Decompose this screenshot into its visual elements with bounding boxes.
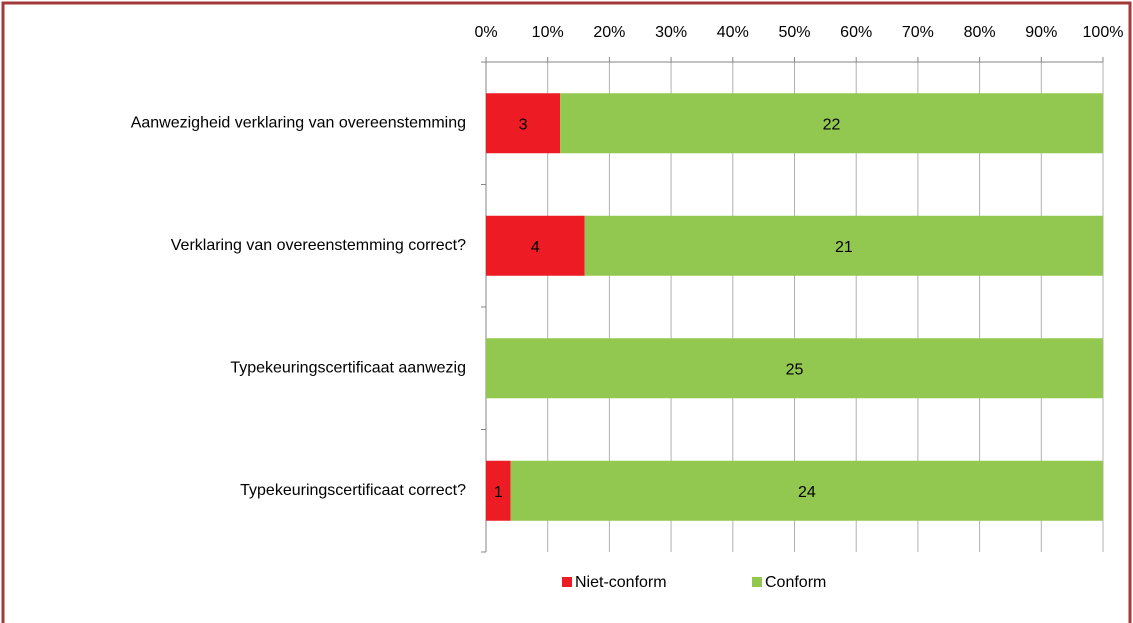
- legend-label: Conform: [765, 574, 826, 591]
- x-tick-label: 50%: [778, 24, 810, 41]
- bar-segment: [584, 215, 1103, 276]
- x-tick-label: 10%: [532, 24, 564, 41]
- data-label: 1: [494, 484, 503, 501]
- data-label: 21: [835, 239, 853, 256]
- data-label: 4: [531, 239, 540, 256]
- bar-segment: [560, 93, 1103, 154]
- x-tick-label: 70%: [902, 24, 934, 41]
- data-label: 3: [519, 116, 528, 133]
- legend-swatch: [752, 577, 762, 587]
- y-tick-label: Typekeuringscertificaat aanwezig: [230, 359, 466, 376]
- y-tick-label: Typekeuringscertificaat correct?: [240, 482, 466, 499]
- x-tick-label: 90%: [1025, 24, 1057, 41]
- x-tick-label: 0%: [474, 24, 497, 41]
- legend-swatch: [562, 577, 572, 587]
- data-label: 24: [798, 484, 816, 501]
- bar-segment: [486, 460, 511, 521]
- bar-segment: [486, 215, 585, 276]
- y-tick-label: Aanwezigheid verklaring van overeenstemm…: [131, 114, 466, 131]
- bar-segment: [486, 338, 1103, 399]
- data-label: 22: [823, 116, 841, 133]
- x-tick-label: 100%: [1083, 24, 1124, 41]
- data-label: 25: [786, 361, 804, 378]
- x-tick-label: 40%: [717, 24, 749, 41]
- legend-label: Niet-conform: [575, 574, 667, 591]
- x-tick-label: 60%: [840, 24, 872, 41]
- x-tick-label: 20%: [593, 24, 625, 41]
- bar-segment: [486, 93, 561, 154]
- x-tick-label: 30%: [655, 24, 687, 41]
- y-tick-label: Verklaring van overeenstemming correct?: [171, 237, 466, 254]
- x-tick-label: 80%: [964, 24, 996, 41]
- bar-segment: [510, 460, 1103, 521]
